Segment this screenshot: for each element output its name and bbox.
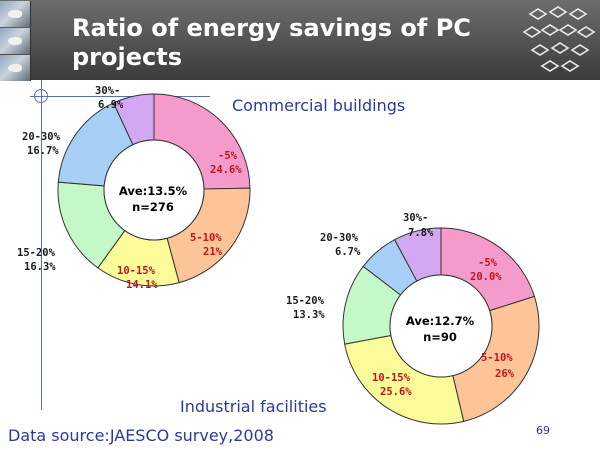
hexagon-pattern-icon — [522, 6, 596, 72]
commercial-label-cat-3: 15-20% — [17, 247, 55, 259]
industrial-label-cat-1: 5-10% — [481, 352, 513, 364]
commercial-label-cat-1: 5-10% — [190, 232, 222, 244]
commercial-label-val-4: 16.7% — [27, 145, 59, 157]
chart-title-industrial: Industrial facilities — [180, 397, 327, 416]
decorative-circle — [34, 89, 48, 103]
commercial-label-val-3: 16.3% — [24, 261, 56, 273]
industrial-center-average: Ave:12.7% — [405, 314, 475, 328]
industrial-label-cat-0: -5% — [478, 257, 497, 269]
page-number: 69 — [536, 424, 550, 437]
industrial-label-cat-5: 30%- — [403, 212, 429, 224]
commercial-label-val-2: 14.1% — [126, 279, 158, 291]
title-bar: Ratio of energy savings of PC projects — [0, 0, 600, 81]
industrial-label-val-5: 7.8% — [408, 227, 434, 239]
commercial-label-cat-2: 10-15% — [117, 265, 155, 277]
industrial-label-cat-2: 10-15% — [372, 372, 410, 384]
industrial-label-val-3: 13.3% — [293, 309, 325, 321]
industrial-label-val-0: 20.0% — [470, 271, 502, 283]
industrial-label-val-4: 6.7% — [335, 246, 361, 258]
industrial-label-val-2: 25.6% — [380, 386, 412, 398]
decorative-vertical-line — [41, 80, 42, 410]
commercial-label-cat-0: -5% — [218, 150, 237, 162]
commercial-label-val-1: 21% — [203, 246, 222, 258]
data-source-note: Data source:JAESCO survey,2008 — [8, 426, 274, 445]
commercial-donut-hole — [103, 139, 205, 241]
industrial-label-cat-4: 20-30% — [320, 232, 358, 244]
industrial-label-cat-3: 15-20% — [286, 295, 324, 307]
commercial-label-cat-5: 30%- — [95, 85, 121, 97]
industrial-label-val-1: 26% — [495, 368, 514, 380]
commercial-center-average: Ave:13.5% — [118, 184, 188, 198]
industrial-center-count: n=90 — [423, 330, 457, 344]
commercial-center-count: n=276 — [132, 200, 174, 214]
commercial-label-cat-4: 20-30% — [22, 131, 60, 143]
chart-title-commercial: Commercial buildings — [232, 96, 406, 115]
commercial-label-val-5: 6.9% — [98, 99, 124, 111]
commercial-label-val-0: 24.6% — [210, 164, 242, 176]
slide-title: Ratio of energy savings of PC projects — [72, 14, 471, 71]
industrial-donut-hole — [389, 274, 493, 378]
seagull-photo-3 — [0, 55, 31, 81]
decorative-horizontal-line — [30, 96, 210, 97]
seagull-photo-2 — [0, 28, 31, 54]
seagull-photo-1 — [0, 1, 31, 27]
